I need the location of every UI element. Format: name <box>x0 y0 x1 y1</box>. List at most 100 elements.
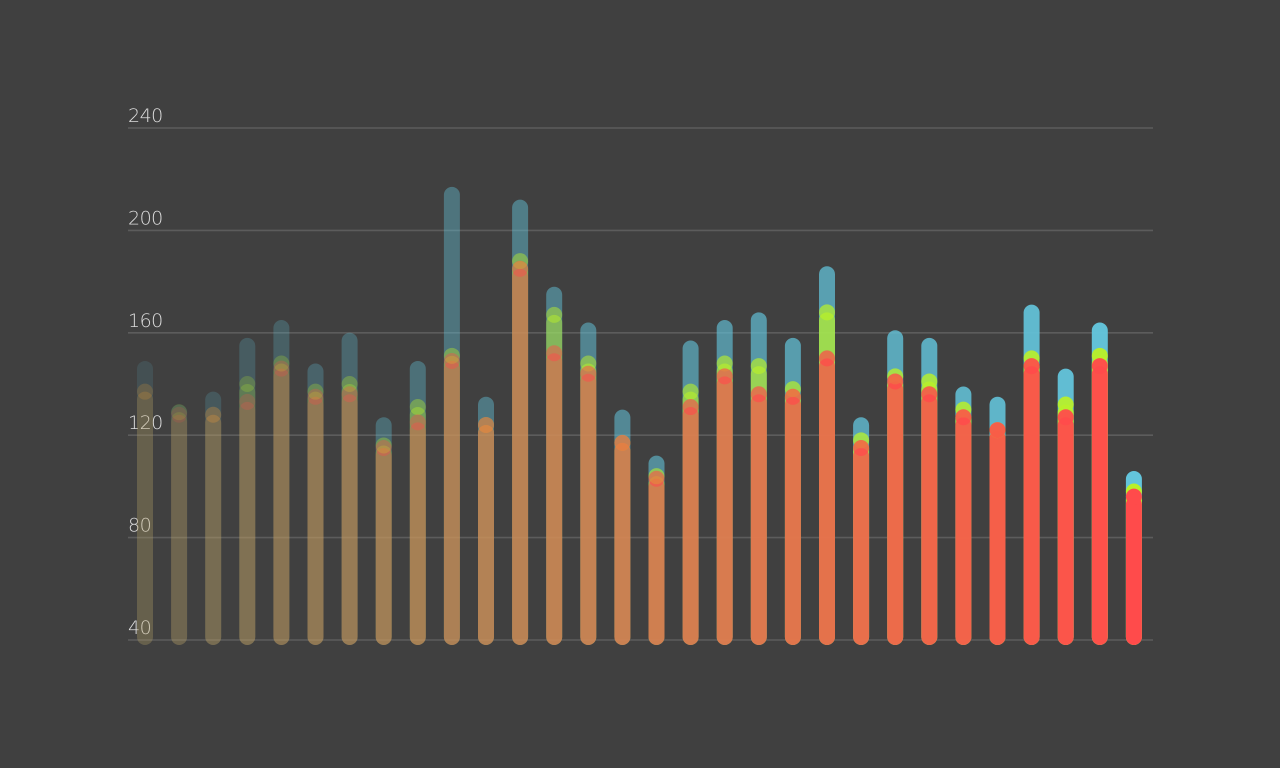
bar-base <box>205 414 222 645</box>
marker-middle <box>341 376 358 392</box>
bar-total <box>341 332 358 645</box>
y-tick-label-40: 40 <box>128 617 151 639</box>
marker-base <box>819 350 835 367</box>
bar-base <box>1057 417 1074 645</box>
bar-base <box>375 448 392 645</box>
marker-base <box>887 373 904 390</box>
marker-base <box>853 440 870 456</box>
marker-base <box>137 383 153 400</box>
bar-middle <box>478 424 494 645</box>
bar-total <box>171 404 188 645</box>
marker-base <box>716 368 733 385</box>
bar-total <box>443 186 460 645</box>
marker-middle <box>478 416 494 433</box>
bar-middle <box>307 391 324 645</box>
marker-middle <box>375 437 392 454</box>
bar-middle <box>171 412 188 645</box>
bar-base <box>819 358 835 645</box>
bar-middle <box>273 363 290 645</box>
y-tick-label-200: 200 <box>128 207 163 229</box>
bar-base <box>1091 366 1108 645</box>
bar-total <box>307 363 324 645</box>
bar-group-25 <box>955 386 972 645</box>
bar-group-1 <box>137 360 153 645</box>
marker-base <box>239 393 256 410</box>
bar-group-6 <box>307 363 324 645</box>
bar-group-14 <box>580 322 597 645</box>
marker-base <box>443 352 460 369</box>
marker-base <box>375 440 392 456</box>
marker-base <box>614 434 631 451</box>
bar-middle <box>409 407 426 645</box>
bar-middle <box>546 314 563 645</box>
bar-middle <box>205 414 222 645</box>
bar-group-21 <box>819 266 835 645</box>
marker-middle <box>273 355 290 372</box>
bar-total <box>273 320 290 645</box>
bar-group-15 <box>614 409 631 645</box>
marker-middle <box>171 404 188 421</box>
bar-group-5 <box>273 320 290 645</box>
bar-base <box>273 368 290 645</box>
bar-base <box>580 373 597 645</box>
bar-total <box>546 286 563 645</box>
bar-total <box>375 417 392 645</box>
bar-base <box>1023 366 1040 645</box>
marker-base <box>341 386 358 403</box>
bar-base <box>478 424 494 645</box>
bar-group-13 <box>546 286 563 645</box>
bar-group-26 <box>989 396 1006 645</box>
bar-base <box>341 394 358 645</box>
bar-base <box>784 396 801 645</box>
bar-middle <box>512 261 529 645</box>
grid-lines <box>128 127 1153 641</box>
marker-middle <box>819 304 835 321</box>
bar-group-27 <box>1023 304 1040 645</box>
marker-base <box>955 409 972 426</box>
bar-group-10 <box>443 186 460 645</box>
bar-base <box>682 407 699 645</box>
bars <box>137 186 1142 645</box>
marker-base <box>1091 358 1108 375</box>
marker-base <box>205 406 222 423</box>
bar-middle <box>443 355 460 645</box>
bar-base <box>239 401 256 645</box>
marker-middle <box>307 383 324 400</box>
bar-group-3 <box>205 391 222 645</box>
bar-base <box>716 376 733 645</box>
bar-base <box>137 391 153 645</box>
marker-base <box>750 386 767 403</box>
marker-base <box>171 406 188 423</box>
bar-group-29 <box>1091 322 1108 645</box>
marker-middle <box>921 373 938 390</box>
bar-group-22 <box>853 417 870 645</box>
bar-middle <box>239 384 256 645</box>
bar-group-28 <box>1057 368 1074 645</box>
marker-base <box>409 414 426 431</box>
marker-middle <box>716 355 733 372</box>
bar-total <box>205 391 222 645</box>
bar-total <box>409 360 426 645</box>
marker-middle <box>1057 396 1074 413</box>
bar-base <box>648 478 665 645</box>
marker-middle <box>205 406 222 423</box>
bar-base <box>512 268 529 645</box>
marker-base <box>273 360 290 377</box>
bar-group-19 <box>750 312 767 645</box>
bar-total <box>137 360 153 645</box>
bar-total <box>512 199 529 645</box>
y-tick-label-80: 80 <box>128 515 151 537</box>
bar-group-11 <box>478 396 494 645</box>
marker-base <box>1023 358 1040 375</box>
marker-base <box>1125 488 1142 505</box>
marker-base <box>512 260 529 277</box>
bar-group-20 <box>784 337 801 645</box>
bar-base <box>1125 496 1142 645</box>
bar-group-2 <box>171 404 188 645</box>
marker-base <box>648 470 665 487</box>
bar-group-12 <box>512 199 529 645</box>
marker-base <box>478 416 494 433</box>
marker-middle <box>137 383 153 400</box>
bar-base <box>853 448 870 645</box>
